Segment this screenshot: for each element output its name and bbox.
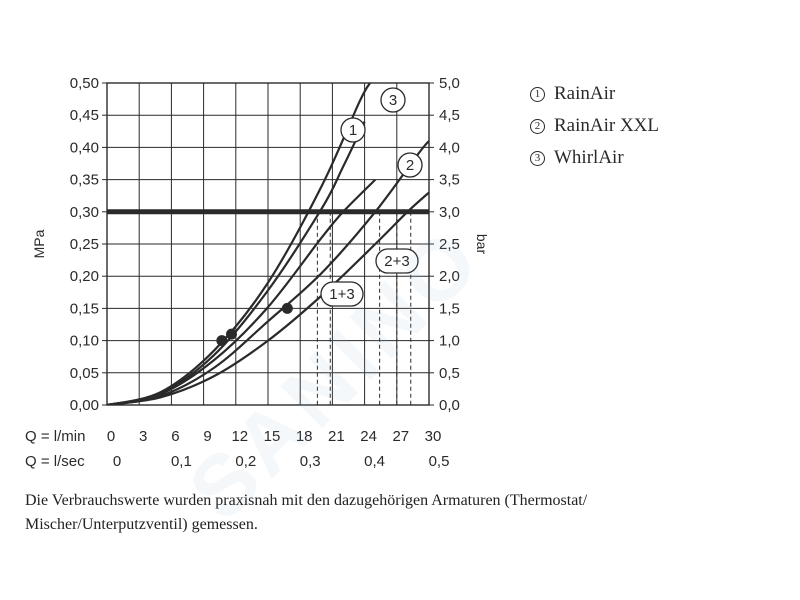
x-tick-label-lmin: 30 xyxy=(425,428,442,445)
y-tick-label-mpa: 0,40 xyxy=(70,139,99,156)
y-tick-label-mpa: 0,15 xyxy=(70,300,99,317)
y-tick-label-bar: 2,5 xyxy=(439,236,460,253)
y-tick-label-mpa: 0,20 xyxy=(70,268,99,285)
grid xyxy=(102,82,434,406)
curve-label-badge xyxy=(320,281,364,307)
legend-item-rainair: 1 RainAir xyxy=(530,78,659,110)
x-tick-label-lsec: 0,1 xyxy=(171,453,192,470)
legend-marker: 2 xyxy=(530,118,545,134)
x-tick-label-lmin: 27 xyxy=(392,428,409,445)
x-tick-label-lmin: 3 xyxy=(139,428,147,445)
y-tick-label-bar: 1,0 xyxy=(439,333,460,350)
x-axis-label-lmin: Q = l/min xyxy=(25,428,85,445)
y-tick-label-mpa: 0,50 xyxy=(70,75,99,92)
y-tick-label-mpa: 0,45 xyxy=(70,107,99,124)
legend-item-whirlair: 3 WhirlAir xyxy=(530,142,659,174)
y-tick-label-bar: 0,0 xyxy=(439,397,460,414)
legend: 1 RainAir 2 RainAir XXL 3 WhirlAir xyxy=(530,78,659,174)
legend-item-rainair-xxl: 2 RainAir XXL xyxy=(530,110,659,142)
curve-2-plus-3 xyxy=(107,191,429,405)
curve-label-badge xyxy=(375,248,419,274)
x-tick-label-lmin: 6 xyxy=(171,428,179,445)
y-tick-label-mpa: 0,25 xyxy=(70,236,99,253)
x-tick-label-lsec: 0,2 xyxy=(235,453,256,470)
x-tick-label-lsec: 0,5 xyxy=(429,453,450,470)
x-tick-label-lmin: 0 xyxy=(107,428,115,445)
curve-label: 1+3 xyxy=(329,286,354,303)
curve-label: 1 xyxy=(349,122,357,139)
legend-label: RainAir XXL xyxy=(554,115,660,136)
legend-marker: 1 xyxy=(530,86,545,102)
operating-point-marker xyxy=(226,328,238,340)
x-tick-label-lsec: 0 xyxy=(113,453,121,470)
curve-label-badge xyxy=(380,87,406,113)
y-tick-label-mpa: 0,10 xyxy=(70,333,99,350)
y-tick-label-mpa: 0,30 xyxy=(70,204,99,221)
x-tick-label-lmin: 15 xyxy=(264,428,281,445)
y-tick-label-bar: 1,5 xyxy=(439,300,460,317)
curve-label-badge xyxy=(397,152,423,178)
legend-label: RainAir xyxy=(554,83,616,104)
operating-point-marker xyxy=(216,335,228,347)
y-tick-label-bar: 5,0 xyxy=(439,75,460,92)
curve-3 xyxy=(107,83,371,405)
curve-label-badge xyxy=(340,117,366,143)
x-tick-label-lmin: 24 xyxy=(360,428,377,445)
plot-frame xyxy=(106,82,430,406)
y-tick-label-bar: 3,5 xyxy=(439,172,460,189)
x-tick-label-lmin: 9 xyxy=(203,428,211,445)
x-tick-label-lmin: 12 xyxy=(231,428,248,445)
y-tick-label-bar: 4,0 xyxy=(439,139,460,156)
x-tick-label-lsec: 0,3 xyxy=(300,453,321,470)
x-axis-label-lsec: Q = l/sec xyxy=(25,453,85,470)
y-tick-label-mpa: 0,00 xyxy=(70,397,99,414)
y-axis-label-bar: bar xyxy=(474,234,490,255)
curve-label: 2 xyxy=(406,157,414,174)
curve-1-plus-3 xyxy=(107,178,377,405)
y-tick-label-bar: 4,5 xyxy=(439,107,460,124)
x-tick-label-lmin: 21 xyxy=(328,428,345,445)
operating-point-marker xyxy=(281,302,293,314)
curve-label: 3 xyxy=(389,92,397,109)
y-tick-label-mpa: 0,35 xyxy=(70,172,99,189)
x-tick-label-lmin: 18 xyxy=(296,428,313,445)
y-tick-label-bar: 2,0 xyxy=(439,268,460,285)
legend-marker: 3 xyxy=(530,150,545,166)
y-tick-label-bar: 3,0 xyxy=(439,204,460,221)
legend-label: WhirlAir xyxy=(554,147,624,168)
x-tick-label-lsec: 0,4 xyxy=(364,453,385,470)
curve-label: 2+3 xyxy=(384,253,409,270)
y-tick-label-bar: 0,5 xyxy=(439,365,460,382)
measurement-note: Die Verbrauchswerte wurden praxisnah mit… xyxy=(25,492,588,533)
y-tick-label-mpa: 0,05 xyxy=(70,365,99,382)
y-axis-label-mpa: MPa xyxy=(31,229,47,258)
